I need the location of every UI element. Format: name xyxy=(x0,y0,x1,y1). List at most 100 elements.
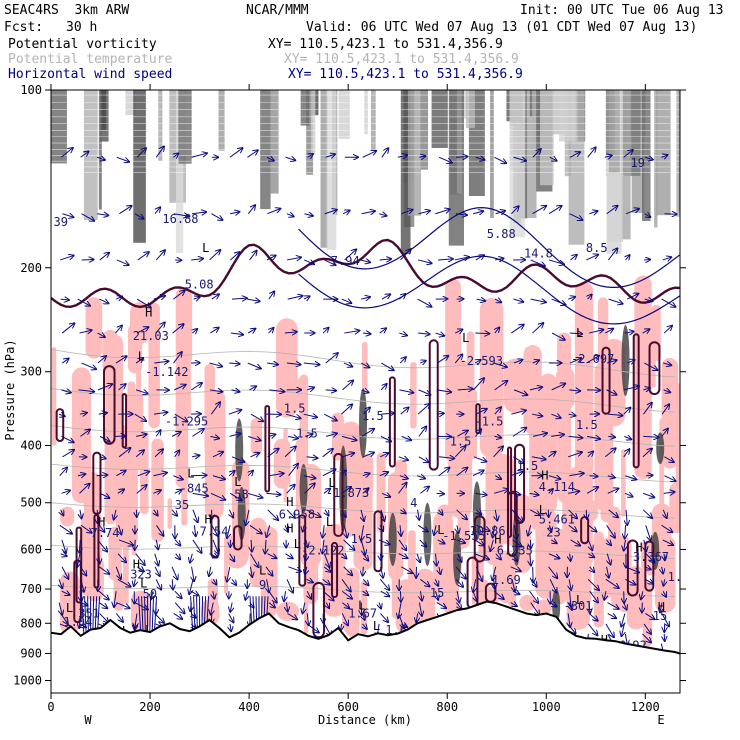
wind-arrow xyxy=(548,452,556,458)
theta-contour xyxy=(51,502,676,519)
wind-arrow xyxy=(401,210,412,214)
wind-arrow xyxy=(341,404,352,415)
pv-label: -1.295 xyxy=(165,415,208,429)
wind-arrow xyxy=(475,360,481,363)
wind-arrow xyxy=(549,603,557,607)
pv-label: L xyxy=(187,466,194,480)
wind-arrow xyxy=(439,566,441,574)
wind-arrow xyxy=(79,330,91,333)
wind-arrow xyxy=(210,492,225,499)
stratos-stripe xyxy=(608,90,620,173)
pv-label: H xyxy=(133,557,140,571)
wind-arrow xyxy=(624,602,627,610)
wind-arrow xyxy=(379,328,386,333)
wind-arrow xyxy=(228,471,235,476)
wind-arrow xyxy=(249,524,262,533)
pv-label: 1.86 xyxy=(668,570,697,584)
wind-arrow xyxy=(530,553,531,566)
wind-arrow xyxy=(62,450,75,458)
wind-arrow xyxy=(325,433,337,436)
wind-arrow xyxy=(474,553,489,560)
wind-arrow xyxy=(60,554,67,556)
wind-arrow xyxy=(307,590,311,599)
wind-arrow xyxy=(306,539,308,547)
wind-arrow xyxy=(247,492,263,497)
stratos-stripe xyxy=(269,90,279,194)
wind-arrow xyxy=(285,157,296,160)
wind-arrow xyxy=(247,299,259,301)
pv-fill-blob xyxy=(555,366,575,411)
wind-arrow xyxy=(644,299,653,301)
wind-arrow xyxy=(191,383,202,391)
wind-arrow xyxy=(568,524,577,531)
pv-label: L xyxy=(358,598,365,612)
wind-arrow xyxy=(60,299,69,300)
pv-label: 5.461 xyxy=(539,512,575,526)
wind-arrow xyxy=(341,509,346,517)
wind-arrow xyxy=(436,553,437,566)
wind-arrow xyxy=(193,297,200,299)
wind-arrow xyxy=(286,509,295,518)
wind-arrow xyxy=(529,387,542,390)
wind-arrow xyxy=(343,539,355,550)
wind-arrow xyxy=(135,358,143,364)
wind-arrow xyxy=(344,525,347,537)
header-fcst-value: 30 h xyxy=(66,20,98,35)
wind-arrow xyxy=(324,210,337,215)
wind-arrow xyxy=(621,613,625,626)
wind-arrow xyxy=(325,154,335,157)
wind-arrow xyxy=(416,613,417,622)
wind-arrow xyxy=(286,602,287,612)
wind-arrow xyxy=(62,214,73,217)
wind-arrow xyxy=(304,260,314,264)
wind-arrow xyxy=(137,567,143,572)
wind-arrow xyxy=(642,633,651,643)
wind-arrow xyxy=(607,613,616,618)
wind-arrow xyxy=(307,613,308,625)
wind-arrow xyxy=(303,414,317,417)
stratos-stripe xyxy=(306,90,314,175)
wind-arrow xyxy=(117,578,131,586)
wind-arrow xyxy=(325,509,328,516)
wind-arrow xyxy=(325,353,338,364)
wind-arrow xyxy=(326,603,329,609)
wind-arrow xyxy=(361,509,364,521)
wind-arrow xyxy=(360,539,365,555)
wind-arrow xyxy=(548,206,562,215)
wind-arrow xyxy=(569,213,583,220)
wind-arrow xyxy=(269,434,275,436)
wind-arrow xyxy=(475,409,487,415)
wind-arrow xyxy=(532,323,543,334)
wind-arrow xyxy=(379,453,388,457)
pv-contour-cell xyxy=(632,333,640,469)
wind-arrow xyxy=(322,469,336,477)
wind-arrow xyxy=(456,468,468,477)
wind-arrow xyxy=(135,539,136,550)
wind-arrow xyxy=(511,553,517,562)
pv-label: L xyxy=(294,537,301,551)
wind-arrow xyxy=(457,430,467,437)
wind-arrow xyxy=(362,473,370,475)
wind-arrow xyxy=(61,510,64,516)
wind-arrow xyxy=(641,591,643,599)
wind-arrow xyxy=(569,579,571,590)
wind-arrow xyxy=(530,602,540,616)
wind-arrow xyxy=(400,525,401,536)
wind-arrow xyxy=(98,413,107,414)
y-tick-label: 300 xyxy=(20,365,42,379)
wind-arrow xyxy=(154,449,163,458)
wind-arrow xyxy=(268,473,283,475)
wind-arrow xyxy=(342,470,346,475)
pv-contour-cell xyxy=(312,581,326,639)
wind-arrow xyxy=(475,566,482,581)
wind-arrow xyxy=(248,435,260,440)
wind-arrow xyxy=(435,333,445,336)
wind-arrow xyxy=(231,390,239,392)
wind-arrow xyxy=(173,476,183,480)
wind-arrow xyxy=(268,603,275,608)
wind-arrow xyxy=(570,358,581,364)
pv-label: 1.5 xyxy=(362,409,384,423)
wind-arrow xyxy=(587,578,599,590)
